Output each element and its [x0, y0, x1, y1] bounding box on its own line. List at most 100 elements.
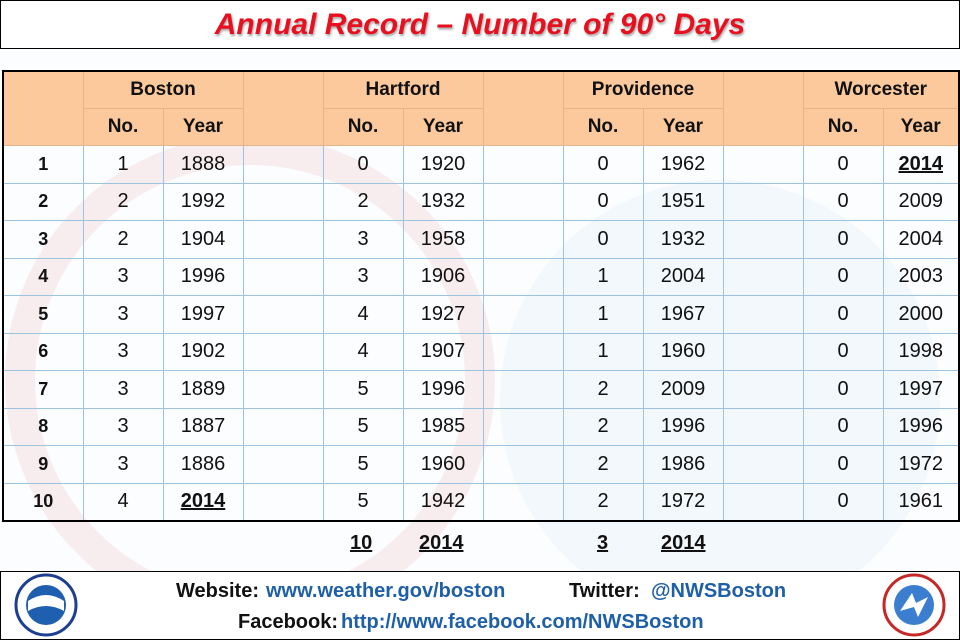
spacer [242, 70, 324, 146]
header-row: Boston Hartford Providence Worcester [2, 70, 960, 146]
data-row: 4 3 1996 3 1906 1 2004 0 2003 [2, 257, 960, 296]
spacer [482, 445, 564, 484]
spacer [242, 332, 324, 371]
facebook[interactable]: http://www.facebook.com/NWSBoston [341, 611, 704, 633]
spacer [722, 370, 804, 409]
year: 1962 [642, 145, 724, 184]
title: Annual Record – Number of 90° Days [214, 8, 746, 41]
hartford-current-no: 10 [350, 532, 373, 554]
hartford-current-year: 2014 [419, 532, 464, 554]
city-name: Hartford [322, 70, 484, 109]
year: 1996 [882, 407, 960, 446]
no: 0 [802, 182, 884, 221]
year: 1932 [402, 182, 484, 221]
year: 1972 [642, 482, 724, 522]
year: 2000 [882, 295, 960, 334]
no: 5 [322, 482, 404, 522]
data-row: 9 3 1886 5 1960 2 1986 0 1972 [2, 445, 960, 484]
data-row: 2 2 1992 2 1932 0 1951 0 2009 [2, 182, 960, 221]
no: 0 [562, 220, 644, 259]
no: 2 [562, 445, 644, 484]
no: 2 [322, 182, 404, 221]
year-header: Year [882, 108, 960, 146]
no: 3 [82, 332, 164, 371]
no: 1 [562, 295, 644, 334]
year: 2009 [882, 182, 960, 221]
year: 1951 [642, 182, 724, 221]
spacer [242, 370, 324, 409]
spacer [722, 220, 804, 259]
spacer [482, 332, 564, 371]
spacer [242, 220, 324, 259]
no-header: No. [82, 108, 164, 146]
city-name: Providence [562, 70, 724, 109]
record-table: Boston Hartford Providence Worcester No. Year… [2, 70, 960, 522]
year: 2003 [882, 257, 960, 296]
year: 1904 [162, 220, 244, 259]
no: 2 [562, 370, 644, 409]
no: 0 [562, 145, 644, 184]
year: 1958 [402, 220, 484, 259]
spacer [722, 332, 804, 371]
no: 0 [802, 145, 884, 184]
year: 1997 [162, 295, 244, 334]
providence-current-no: 3 [597, 532, 609, 554]
spacer [722, 407, 804, 446]
year: 1992 [162, 182, 244, 221]
no: 0 [802, 332, 884, 371]
data-row: 3 2 1904 3 1958 0 1932 0 2004 [2, 220, 960, 259]
no: 0 [802, 257, 884, 296]
no: 3 [322, 257, 404, 296]
no: 3 [82, 445, 164, 484]
rank: 2 [2, 182, 84, 221]
spacer [482, 182, 564, 221]
spacer [722, 482, 804, 522]
rank: 10 [2, 482, 84, 522]
title-bar: Annual Record – Number of 90° Days [0, 0, 960, 49]
no: 0 [322, 145, 404, 184]
year: 1906 [402, 257, 484, 296]
no: 0 [802, 370, 884, 409]
spacer [242, 182, 324, 221]
year: 1996 [402, 370, 484, 409]
year: 1985 [402, 407, 484, 446]
twitter[interactable]: @NWSBoston [651, 580, 787, 602]
year: 1996 [162, 257, 244, 296]
twitter-label: Twitter: [569, 580, 640, 602]
no: 4 [82, 482, 164, 522]
year: 1886 [162, 445, 244, 484]
city-name: Boston [82, 70, 244, 109]
no: 0 [802, 482, 884, 522]
year: 1942 [402, 482, 484, 522]
website[interactable]: www.weather.gov/boston [266, 580, 506, 602]
footer: Website: www.weather.gov/boston Twitter:… [0, 571, 960, 640]
no: 0 [562, 182, 644, 221]
spacer [482, 70, 564, 146]
providence-current-year: 2014 [661, 532, 706, 554]
facebook-label: Facebook: [238, 611, 339, 633]
rank-header [2, 70, 84, 146]
spacer [242, 445, 324, 484]
spacer [242, 295, 324, 334]
year: 1996 [642, 407, 724, 446]
data-row: 8 3 1887 5 1985 2 1996 0 1996 [2, 407, 960, 446]
no-header: No. [562, 108, 644, 146]
spacer [722, 445, 804, 484]
year: 1932 [642, 220, 724, 259]
year: 1986 [642, 445, 724, 484]
spacer [482, 482, 564, 522]
no-header: No. [802, 108, 884, 146]
no: 1 [82, 145, 164, 184]
no: 3 [82, 295, 164, 334]
year: 1888 [162, 145, 244, 184]
rank: 4 [2, 257, 84, 296]
data-row: 1 1 1888 0 1920 0 1962 0 2014 [2, 145, 960, 184]
year: 1889 [162, 370, 244, 409]
spacer [482, 257, 564, 296]
no: 1 [562, 332, 644, 371]
spacer [482, 145, 564, 184]
no: 3 [322, 220, 404, 259]
no: 0 [802, 220, 884, 259]
spacer [242, 257, 324, 296]
year-header: Year [642, 108, 724, 146]
